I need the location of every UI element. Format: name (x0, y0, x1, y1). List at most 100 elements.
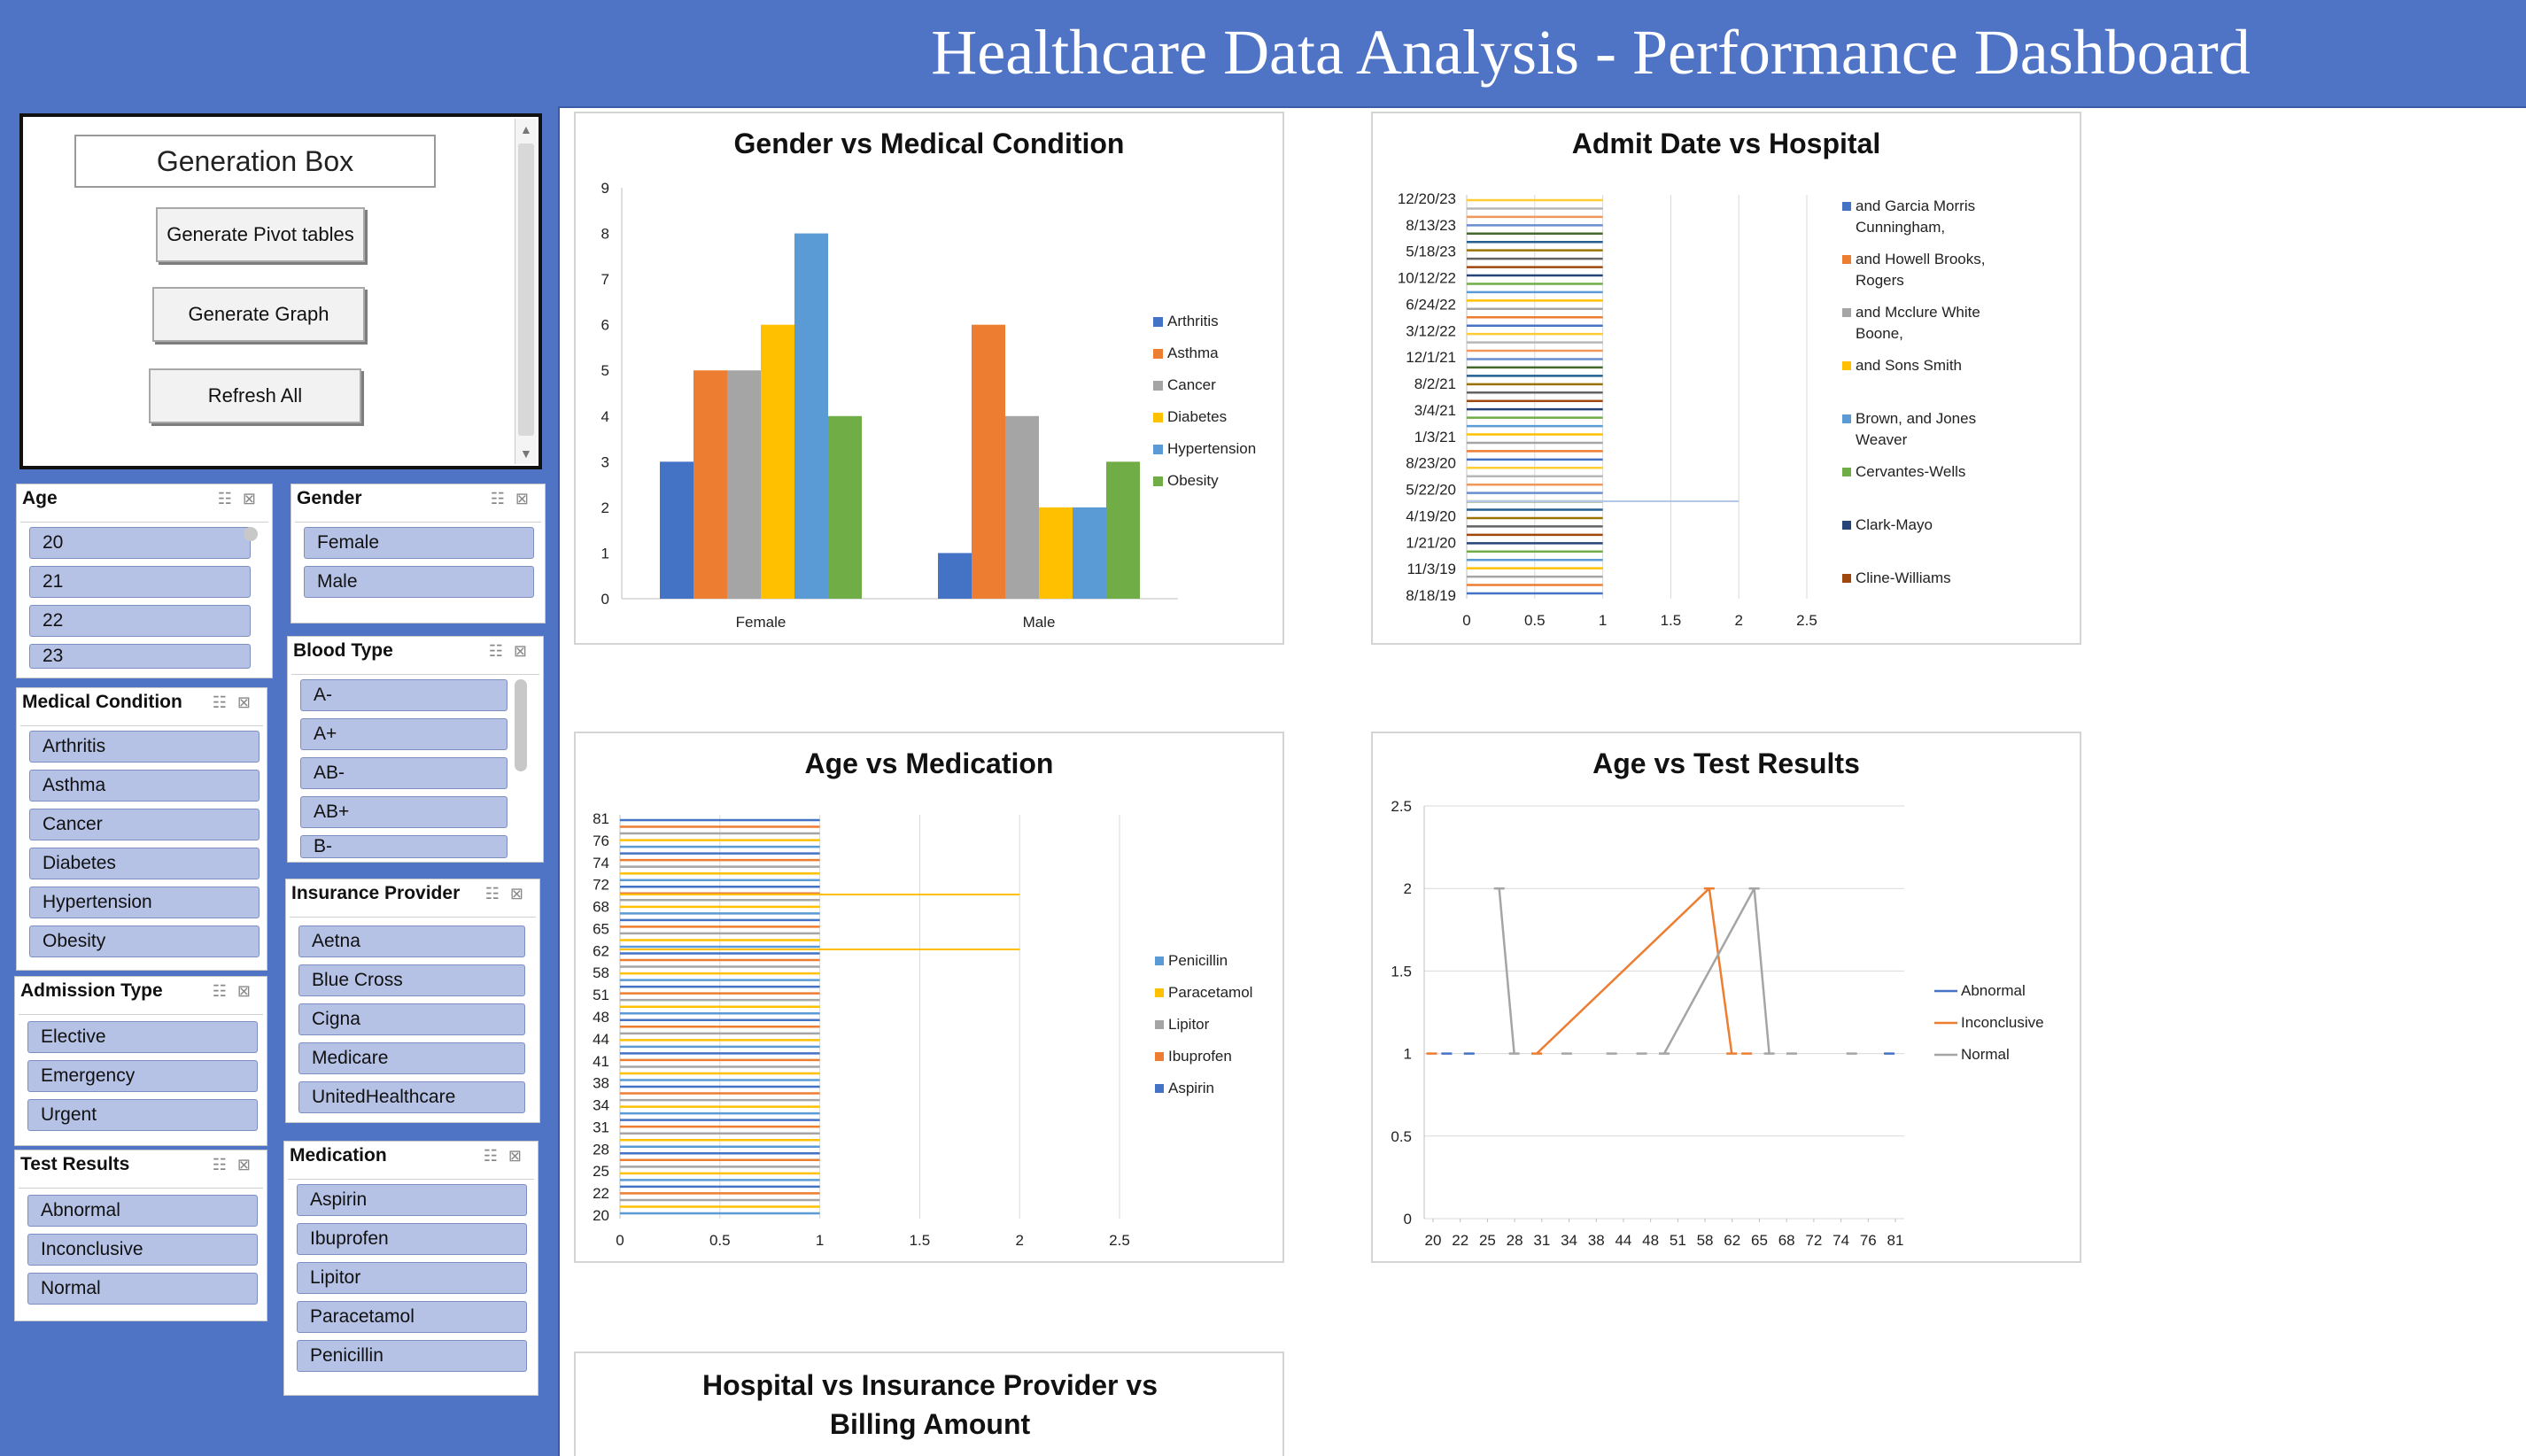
scrollbar-thumb[interactable] (518, 143, 534, 436)
slicer-item[interactable]: 21 (29, 566, 251, 598)
legend-swatch (1155, 988, 1164, 997)
chart-gender-vs-medical-condition[interactable]: Gender vs Medical Condition 0 1 2 3 4 5 6 7 8 9 Fe… (574, 112, 1284, 645)
slicer-title: Medical Condition (22, 692, 182, 712)
slicer-item[interactable]: Female (304, 527, 534, 559)
x-tick-label: 76 (1860, 1232, 1877, 1249)
multi-select-icon[interactable]: ☷ (212, 693, 237, 711)
x-tick-label: Female (736, 614, 786, 631)
generate-pivot-tables-button[interactable]: Generate Pivot tables (156, 207, 365, 262)
y-tick-label: 0.5 (1391, 1128, 1412, 1145)
clear-filter-icon[interactable]: ⊠ (236, 982, 261, 1000)
legend-label: Cervantes-Wells (1856, 463, 1965, 480)
line-segment-normal (1498, 888, 1515, 1054)
clear-filter-icon[interactable]: ⊠ (236, 693, 261, 711)
x-tick-label: 1 (1599, 612, 1607, 629)
clear-filter-icon[interactable]: ⊠ (509, 885, 534, 902)
slicer-item[interactable]: 22 (29, 605, 251, 637)
slicer-title: Medication (290, 1145, 387, 1166)
slicer-item[interactable]: Aetna (298, 925, 525, 957)
slicer-item[interactable]: Arthritis (29, 731, 260, 763)
slicer-item[interactable]: Normal (27, 1273, 258, 1305)
multi-select-icon[interactable]: ☷ (490, 490, 515, 507)
multi-select-icon[interactable]: ☷ (488, 642, 514, 660)
scroll-down-icon[interactable]: ▼ (520, 446, 532, 461)
slicer-item[interactable]: Asthma (29, 770, 260, 802)
slicer-item[interactable]: Emergency (27, 1060, 258, 1092)
slicer-item[interactable]: 20 (29, 527, 251, 559)
legend-label: and Howell Brooks, (1856, 251, 1985, 267)
y-tick-label: 65 (593, 920, 609, 937)
slicer-title: Admission Type (20, 980, 163, 1001)
chart-hospital-vs-insurance-vs-billing[interactable]: Hospital vs Insurance Provider vs Billin… (574, 1351, 1284, 1456)
generation-box-scrollbar[interactable]: ▲ ▼ (515, 119, 537, 464)
y-tick-label: 0 (1404, 1211, 1412, 1228)
slicer-controls: ☷⊠ (484, 1147, 532, 1166)
chart-age-vs-medication[interactable]: Age vs Medication 0 0.5 1 1.5 2 2.5 20 22 25 28 31… (574, 732, 1284, 1263)
bar-hypertension (794, 233, 828, 599)
slicer-item[interactable]: Elective (27, 1021, 258, 1053)
x-tick-label: 2.5 (1796, 612, 1817, 629)
slicer-item[interactable]: Inconclusive (27, 1234, 258, 1266)
legend-swatch (1153, 381, 1163, 391)
slicer-item[interactable]: Aspirin (297, 1184, 527, 1216)
y-tick-label: 5/22/20 (1406, 482, 1456, 499)
slicer-item[interactable]: Hypertension (29, 887, 260, 918)
slicer-item[interactable]: Cancer (29, 809, 260, 840)
scroll-up-icon[interactable]: ▲ (520, 122, 532, 136)
generate-graph-button[interactable]: Generate Graph (152, 287, 365, 342)
slicer-item[interactable]: Paracetamol (297, 1301, 527, 1333)
x-tick-label: 44 (1615, 1232, 1631, 1249)
clear-filter-icon[interactable]: ⊠ (513, 642, 538, 660)
chart-age-vs-test-results[interactable]: Age vs Test Results 0 0.5 1 1.5 2 2.5 20 22 25 28… (1371, 732, 2081, 1263)
clear-filter-icon[interactable]: ⊠ (515, 490, 539, 507)
slicer-scrollbar-thumb[interactable] (244, 527, 258, 541)
slicer-divider (19, 1188, 263, 1189)
y-tick-label: 74 (593, 855, 609, 871)
slicer-scrollbar-thumb[interactable] (515, 679, 527, 771)
x-tick-label: 0.5 (1524, 612, 1546, 629)
multi-select-icon[interactable]: ☷ (212, 1156, 237, 1173)
multi-select-icon[interactable]: ☷ (484, 885, 510, 902)
slicer-item[interactable]: Urgent (27, 1099, 258, 1131)
y-tick-label: 2 (1404, 880, 1412, 897)
slicer-item[interactable]: UnitedHealthcare (298, 1081, 525, 1113)
slicer-item[interactable]: Penicillin (297, 1340, 527, 1372)
y-tick-label: 0 (601, 591, 609, 608)
multi-select-icon[interactable]: ☷ (483, 1147, 508, 1165)
slicer-item[interactable]: Male (304, 566, 534, 598)
x-tick-label: 58 (1697, 1232, 1714, 1249)
slicer-item[interactable]: Diabetes (29, 848, 260, 879)
slicer-medication: Medication ☷⊠ Aspirin Ibuprofen Lipitor … (283, 1141, 539, 1396)
slicer-item[interactable]: A+ (300, 718, 508, 750)
slicer-item[interactable]: Abnormal (27, 1195, 258, 1227)
clear-filter-icon[interactable]: ⊠ (242, 490, 267, 507)
slicer-item[interactable]: B- (300, 835, 508, 858)
clear-filter-icon[interactable]: ⊠ (508, 1147, 532, 1165)
legend-swatch (1155, 1084, 1164, 1093)
slicer-item[interactable]: 23 (29, 644, 251, 669)
y-tick-label: 8/13/23 (1406, 217, 1456, 234)
y-tick-label: 76 (593, 833, 609, 849)
multi-select-icon[interactable]: ☷ (212, 982, 237, 1000)
clear-filter-icon[interactable]: ⊠ (236, 1156, 261, 1173)
refresh-all-button[interactable]: Refresh All (149, 368, 361, 423)
slicer-item[interactable]: Ibuprofen (297, 1223, 527, 1255)
slicer-item[interactable]: AB- (300, 757, 508, 789)
x-tick-label: 20 (1425, 1232, 1442, 1249)
slicer-item[interactable]: Blue Cross (298, 964, 525, 996)
slicer-title: Test Results (20, 1154, 130, 1174)
slicer-item[interactable]: Obesity (29, 925, 260, 957)
slicer-item[interactable]: Lipitor (297, 1262, 527, 1294)
x-tick-label: 72 (1805, 1232, 1822, 1249)
y-tick-label: 8/18/19 (1406, 587, 1456, 604)
slicer-item[interactable]: Medicare (298, 1042, 525, 1074)
chart-admit-date-vs-hospital[interactable]: Admit Date vs Hospital 0 0.5 1 1.5 2 2.5 8/18/… (1371, 112, 2081, 645)
multi-select-icon[interactable]: ☷ (217, 490, 243, 507)
slicer-item[interactable]: Cigna (298, 1003, 525, 1035)
legend-label: Ibuprofen (1168, 1048, 1232, 1065)
panel-divider (558, 106, 560, 1456)
y-tick-label: 25 (593, 1163, 609, 1180)
legend-label: Penicillin (1168, 952, 1228, 969)
slicer-item[interactable]: A- (300, 679, 508, 711)
slicer-item[interactable]: AB+ (300, 796, 508, 828)
